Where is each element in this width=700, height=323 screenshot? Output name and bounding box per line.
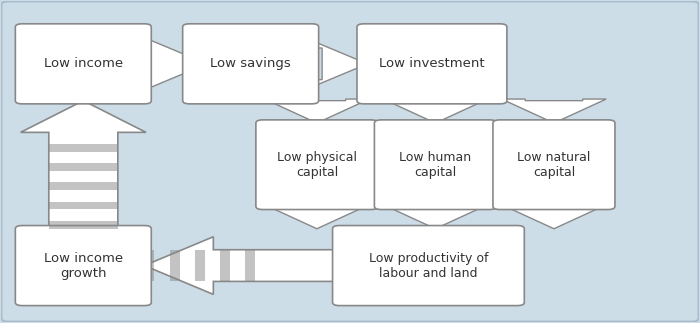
Text: Low income
growth: Low income growth (43, 252, 123, 280)
FancyBboxPatch shape (493, 120, 615, 210)
Bar (245, 250, 255, 281)
FancyArrow shape (383, 99, 488, 123)
FancyBboxPatch shape (183, 24, 318, 104)
Bar (169, 250, 180, 281)
FancyArrow shape (138, 35, 207, 93)
Bar (49, 163, 118, 171)
Text: Low productivity of
labour and land: Low productivity of labour and land (369, 252, 488, 280)
FancyArrow shape (265, 99, 369, 123)
Text: Low savings: Low savings (210, 57, 291, 70)
Bar (49, 182, 118, 190)
FancyBboxPatch shape (332, 225, 524, 306)
FancyBboxPatch shape (357, 24, 507, 104)
FancyArrow shape (298, 35, 368, 93)
FancyBboxPatch shape (374, 120, 496, 210)
FancyArrow shape (144, 237, 340, 294)
Bar (195, 250, 205, 281)
Bar (49, 221, 118, 229)
Bar (49, 202, 118, 210)
Text: Low income: Low income (43, 57, 123, 70)
FancyBboxPatch shape (15, 225, 151, 306)
FancyArrow shape (502, 205, 606, 229)
FancyBboxPatch shape (15, 24, 151, 104)
Text: Low physical
capital: Low physical capital (277, 151, 357, 179)
Bar (144, 250, 155, 281)
FancyArrow shape (502, 99, 606, 123)
Text: Low investment: Low investment (379, 57, 484, 70)
Text: Low human
capital: Low human capital (399, 151, 472, 179)
Bar (220, 250, 230, 281)
Bar (49, 144, 118, 151)
Text: Low natural
capital: Low natural capital (517, 151, 591, 179)
FancyArrow shape (265, 205, 369, 229)
FancyArrow shape (20, 101, 146, 229)
FancyArrow shape (383, 205, 488, 229)
FancyBboxPatch shape (256, 120, 378, 210)
